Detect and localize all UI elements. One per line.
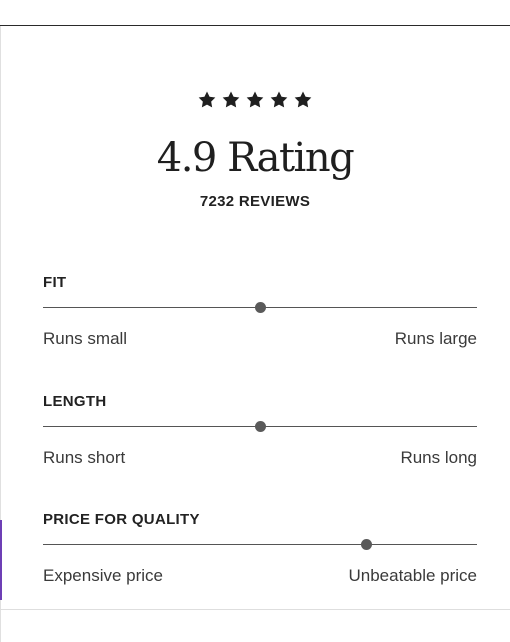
price-quality-min-label: Expensive price (43, 566, 164, 585)
price-quality-max-label: Unbeatable price (348, 566, 477, 585)
left-border (0, 26, 1, 642)
star-icon (293, 90, 313, 110)
price-quality-indicator (360, 539, 372, 550)
star-icon (245, 90, 265, 110)
top-divider (0, 25, 510, 26)
fit-max-label: Runs large (394, 329, 477, 348)
fit-label: FIT (43, 274, 67, 291)
length-label: LENGTH (43, 393, 107, 410)
star-icon (221, 90, 241, 110)
fit-track (43, 302, 477, 313)
fit-indicator (254, 302, 266, 313)
price-quality-track (43, 539, 477, 550)
length-indicator (254, 421, 266, 432)
star-icon (197, 90, 217, 110)
bottom-divider (0, 609, 510, 610)
fit-min-label: Runs small (43, 329, 128, 348)
length-max-label: Runs long (400, 448, 477, 467)
price-quality-section: PRICE FOR QUALITY Expensive price Unbeat… (43, 511, 477, 607)
star-rating (0, 90, 510, 110)
fit-section: FIT Runs small Runs large (43, 274, 477, 370)
left-accent-bar (0, 520, 2, 600)
review-count: 7232 REVIEWS (199, 193, 311, 210)
length-track (43, 421, 477, 432)
price-quality-label: PRICE FOR QUALITY (43, 511, 200, 528)
rating-title: 4.9 Rating (156, 135, 355, 181)
star-icon (269, 90, 289, 110)
length-min-label: Runs short (43, 448, 126, 467)
length-section: LENGTH Runs short Runs long (43, 393, 477, 489)
